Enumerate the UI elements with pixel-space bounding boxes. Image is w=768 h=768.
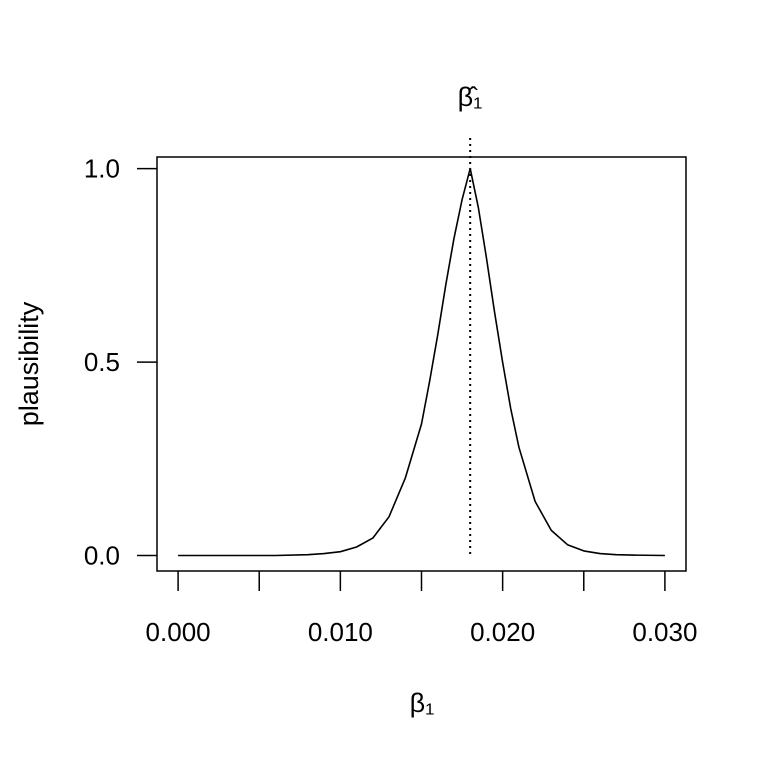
- x-axis-label: β₁: [410, 688, 435, 718]
- y-tick-label-0: 0.0: [84, 541, 120, 571]
- y-axis-label: plausibility: [14, 301, 44, 426]
- estimate-annotation: β̂₁: [458, 82, 483, 112]
- y-tick-label-2: 1.0: [84, 154, 120, 184]
- series-line-0: [178, 167, 665, 557]
- plot-frame: [156, 156, 687, 572]
- x-tick-label-2: 0.010: [308, 617, 373, 647]
- y-tick-label-1: 0.5: [84, 347, 120, 377]
- x-tick-label-0: 0.000: [146, 617, 211, 647]
- x-tick-label-4: 0.020: [470, 617, 535, 647]
- x-tick-label-6: 0.030: [632, 617, 697, 647]
